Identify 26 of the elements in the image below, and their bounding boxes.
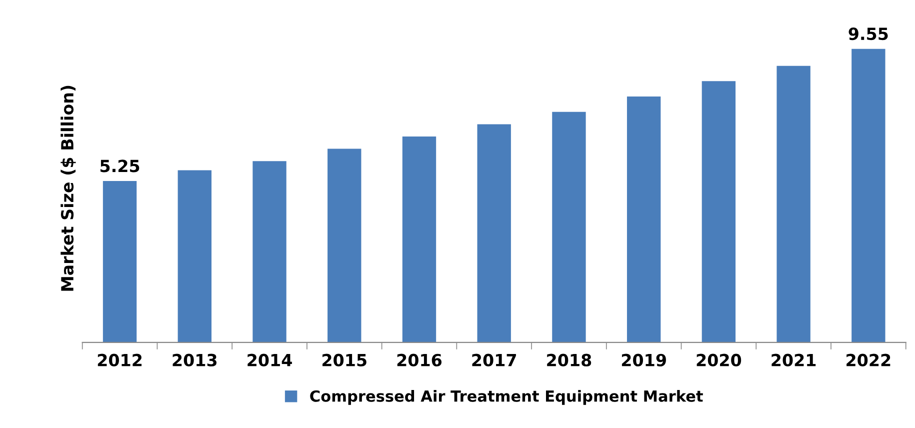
bar — [102, 181, 137, 342]
data-label: 9.55 — [848, 28, 888, 40]
x-tick-label: 2018 — [547, 354, 592, 366]
bar — [852, 48, 886, 342]
bar — [252, 161, 286, 342]
bar — [477, 124, 511, 342]
data-label: 5.25 — [100, 160, 140, 172]
legend-label: Compressed Air Treatment Equipment Market — [310, 390, 703, 405]
bar — [552, 112, 586, 342]
y-axis-title: Market Size ($ Billion) — [60, 86, 76, 291]
x-tick-label: 2021 — [772, 354, 816, 366]
bar — [178, 170, 212, 342]
x-tick-label: 2015 — [322, 354, 366, 366]
bar — [776, 66, 810, 342]
x-tick-label: 2016 — [397, 354, 442, 366]
x-tick-label: 2014 — [248, 354, 292, 366]
x-tick-label: 2013 — [172, 354, 217, 366]
x-tick-label: 2022 — [846, 354, 890, 366]
x-tick-label: 2019 — [622, 354, 666, 366]
bar — [402, 136, 436, 342]
bar — [626, 96, 661, 342]
bar — [328, 148, 362, 342]
x-tick-label: 2020 — [696, 354, 742, 366]
x-tick-label: 2017 — [472, 354, 516, 366]
bar — [702, 81, 736, 342]
x-tick-label: 2012 — [98, 354, 142, 366]
